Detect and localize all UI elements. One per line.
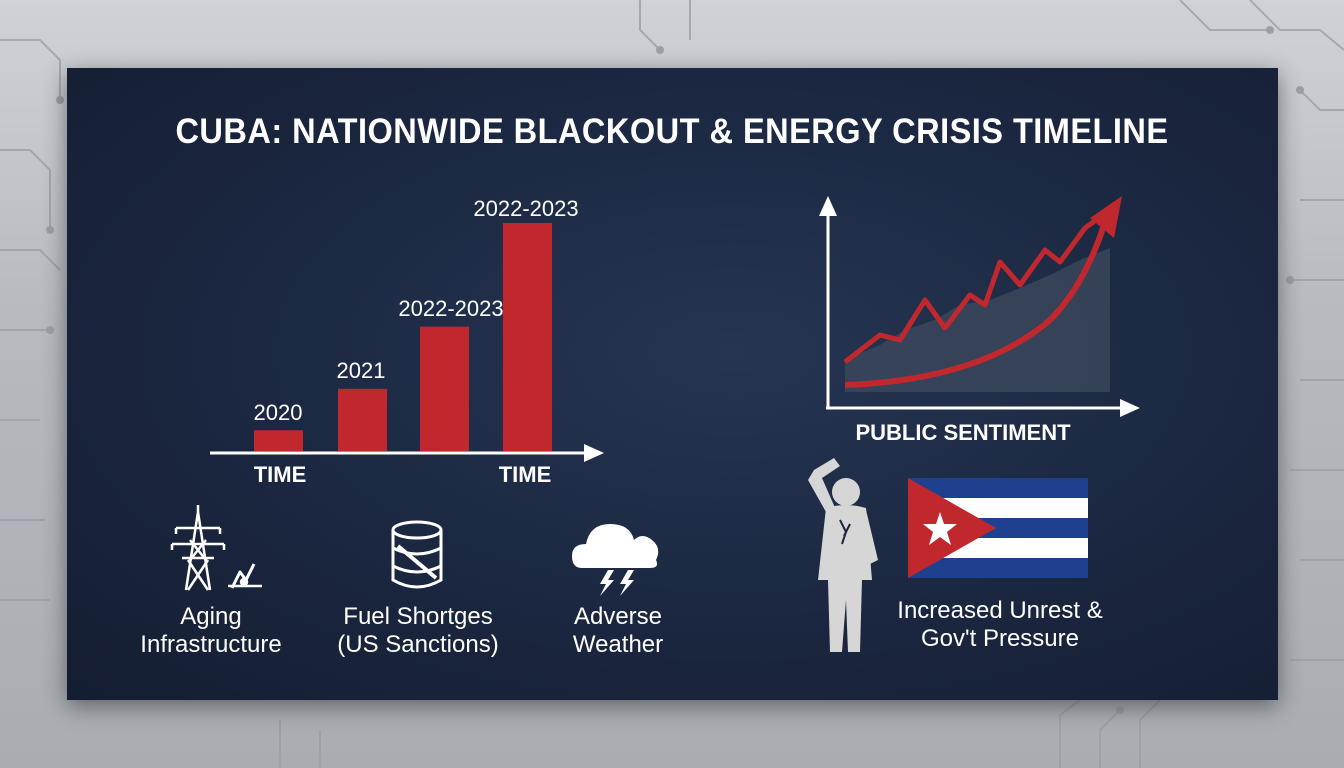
- bar-1: [254, 430, 303, 451]
- fuel-barrel-icon: [391, 520, 443, 589]
- unrest-line1: Increased Unrest &: [897, 597, 1103, 624]
- bar-label-1: 2020: [253, 400, 303, 425]
- sentiment-arrowhead: [1090, 196, 1122, 238]
- sentiment-area: [845, 248, 1110, 392]
- sentiment-line: [843, 207, 1112, 364]
- factor-adverse-weather: Adverse Weather: [518, 603, 718, 659]
- time-axis-arrowhead: [584, 444, 604, 462]
- y-axis-arrowhead: [819, 196, 837, 216]
- bar-label-2: 2021: [336, 358, 386, 383]
- bar-3: [420, 326, 469, 451]
- public-sentiment-label: PUBLIC SENTIMENT: [855, 420, 1071, 445]
- sentiment-chart: [819, 196, 1140, 417]
- factor-fuel-shortages: Fuel Shortges (US Sanctions): [318, 603, 518, 659]
- bar-label-3: 2022-2023: [398, 296, 504, 321]
- factor-aging-infrastructure: Aging Infrastructure: [111, 603, 311, 659]
- unrest-label: Increased Unrest & Gov't Pressure: [870, 597, 1130, 653]
- time-label-left: TIME: [253, 462, 307, 487]
- sentiment-curve: [844, 221, 1108, 388]
- factor-line1: Fuel Shortges: [343, 603, 493, 630]
- factor-line1: Aging: [180, 603, 242, 630]
- bar-label-4: 2022-2023: [473, 196, 579, 221]
- bar-2: [338, 388, 387, 451]
- factor-line2: (US Sanctions): [337, 631, 499, 658]
- bar-chart: [254, 223, 552, 451]
- factor-line2: Weather: [572, 631, 664, 658]
- cuba-flag-icon: [908, 478, 1088, 578]
- unrest-line2: Gov't Pressure: [921, 625, 1079, 652]
- storm-cloud-icon: [572, 524, 659, 596]
- bar-4: [503, 223, 552, 451]
- x-axis-arrowhead: [1120, 399, 1140, 417]
- factor-line2: Infrastructure: [140, 631, 282, 658]
- protester-icon: [808, 458, 878, 652]
- time-label-right: TIME: [498, 462, 552, 487]
- factor-line1: Adverse: [573, 603, 663, 630]
- power-tower-icon: [170, 505, 262, 591]
- page-title: CUBA: NATIONWIDE BLACKOUT & ENERGY CRISI…: [175, 112, 1169, 151]
